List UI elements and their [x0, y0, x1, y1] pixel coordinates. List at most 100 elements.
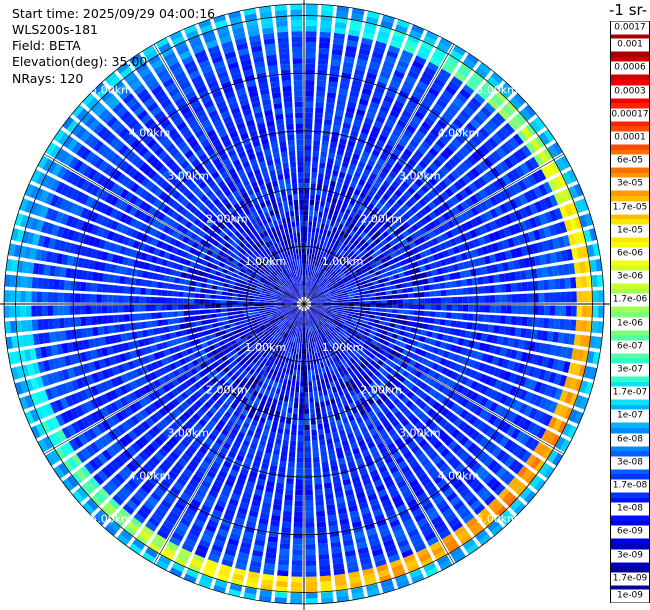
- range-gate: [340, 351, 346, 358]
- range-gate: [185, 568, 199, 579]
- range-gate: [513, 196, 523, 208]
- range-gate: [241, 536, 253, 544]
- range-gate: [321, 597, 334, 604]
- range-gate: [290, 386, 295, 392]
- range-gate: [484, 399, 494, 410]
- range-gate: [127, 478, 139, 490]
- range-gate: [347, 565, 360, 574]
- range-gate: [165, 455, 176, 465]
- range-gate: [507, 261, 515, 271]
- range-gate: [313, 265, 316, 272]
- range-gate: [407, 287, 414, 293]
- range-gate: [316, 335, 320, 341]
- range-gate: [355, 334, 362, 340]
- range-gate: [387, 157, 396, 166]
- range-gate: [324, 487, 333, 495]
- range-gate: [398, 216, 406, 224]
- range-gate: [507, 477, 520, 489]
- range-gate: [359, 245, 366, 252]
- range-gate: [328, 449, 335, 456]
- range-gate: [337, 248, 343, 255]
- range-gate: [331, 175, 338, 182]
- range-gate: [58, 292, 64, 303]
- range-gate: [362, 431, 371, 439]
- range-gate: [457, 67, 470, 78]
- range-gate: [516, 293, 523, 303]
- range-gate: [349, 90, 360, 98]
- range-gate: [233, 318, 240, 323]
- range-gate: [140, 483, 152, 494]
- range-gate: [579, 396, 589, 410]
- range-gate: [322, 252, 327, 258]
- range-gate: [201, 479, 212, 489]
- range-gate: [512, 445, 523, 457]
- range-gate: [455, 447, 466, 458]
- range-gate: [371, 339, 378, 345]
- range-gate: [313, 210, 319, 217]
- range-gate: [376, 35, 389, 44]
- range-gate: [206, 494, 217, 504]
- range-gate: [145, 296, 151, 304]
- range-gate: [391, 193, 399, 202]
- range-gate: [332, 357, 337, 364]
- range-gate: [224, 424, 232, 432]
- range-gate: [337, 294, 343, 297]
- range-gate: [349, 259, 356, 266]
- range-gate: [326, 230, 332, 237]
- range-gate: [332, 307, 338, 310]
- range-gate: [339, 138, 347, 145]
- range-gate: [316, 316, 321, 322]
- range-gate: [419, 298, 425, 304]
- range-gate: [589, 228, 598, 241]
- range-gate: [275, 388, 281, 395]
- range-gate: [440, 433, 450, 443]
- range-gate: [288, 341, 292, 347]
- range-gate: [389, 393, 397, 402]
- range-gate: [205, 559, 219, 569]
- range-gate: [354, 213, 361, 221]
- range-gate: [221, 295, 227, 300]
- range-gate: [289, 445, 296, 452]
- range-gate: [304, 403, 309, 409]
- range-gate: [363, 26, 376, 35]
- range-gate: [112, 314, 119, 323]
- range-gate: [495, 90, 508, 103]
- range-gate: [400, 134, 411, 143]
- range-gate: [348, 437, 357, 445]
- range-gate: [346, 248, 352, 255]
- range-gate: [516, 111, 528, 125]
- range-gate: [286, 322, 291, 328]
- range-gate: [315, 358, 320, 364]
- range-gate: [384, 398, 392, 406]
- range-gate: [478, 342, 486, 351]
- range-gate: [316, 280, 321, 286]
- range-gate: [335, 154, 343, 161]
- range-gate: [129, 543, 143, 555]
- range-gate: [524, 490, 536, 504]
- range-gate: [301, 354, 304, 360]
- range-gate: [436, 98, 448, 109]
- range-gate: [364, 252, 371, 259]
- range-gate: [262, 394, 268, 402]
- range-gate: [454, 134, 466, 145]
- range-gate: [542, 447, 554, 460]
- range-gate: [450, 280, 457, 288]
- range-gate: [363, 366, 370, 374]
- range-gate: [587, 290, 594, 303]
- range-gate: [235, 405, 243, 413]
- range-gate: [295, 473, 303, 480]
- range-gate: [488, 183, 498, 194]
- range-gate: [269, 343, 275, 349]
- range-gate: [327, 410, 334, 417]
- range-gate: [423, 395, 432, 404]
- range-gate: [450, 403, 460, 413]
- range-gate: [379, 574, 392, 583]
- range-gate: [237, 300, 243, 304]
- range-gate: [456, 203, 465, 213]
- range-gate: [597, 274, 604, 287]
- range-gate: [340, 243, 346, 250]
- range-gate: [343, 445, 351, 452]
- range-gate: [244, 416, 252, 424]
- range-gate: [357, 318, 363, 323]
- range-gate: [313, 284, 317, 289]
